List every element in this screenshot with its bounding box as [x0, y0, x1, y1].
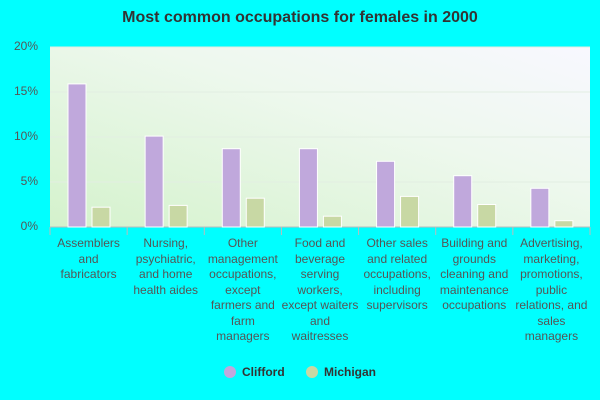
legend-label: Michigan	[324, 365, 376, 379]
bar	[376, 160, 396, 228]
bar	[221, 148, 241, 228]
y-tick-label: 15%	[14, 84, 38, 98]
x-tick-label: Food and beverage serving workers, excep…	[281, 236, 359, 343]
x-tick-label: Building and grounds cleaning and mainte…	[439, 236, 509, 312]
bar	[144, 135, 164, 228]
bar	[298, 148, 318, 228]
legend-marker	[224, 366, 236, 378]
y-tick-label: 20%	[14, 39, 38, 53]
legend-marker	[306, 366, 318, 378]
bar	[168, 204, 188, 228]
x-tick-label: Other management occupations, except far…	[207, 236, 278, 343]
bar	[91, 206, 111, 228]
bar	[453, 175, 473, 228]
legend-label: Clifford	[242, 365, 285, 379]
x-tick-label: Advertising, marketing, promotions, publ…	[515, 236, 588, 343]
y-tick-label: 0%	[21, 219, 39, 233]
bar	[245, 197, 265, 228]
bar	[530, 187, 550, 228]
bar	[67, 83, 87, 228]
bar	[400, 195, 420, 228]
x-tick-label: Nursing, psychiatric, and home health ai…	[133, 236, 199, 297]
bar	[322, 215, 342, 228]
x-tick-label: Other sales and related occupations, inc…	[363, 236, 431, 312]
chart-title: Most common occupations for females in 2…	[122, 9, 478, 26]
y-tick-label: 5%	[21, 174, 39, 188]
bar	[554, 220, 574, 228]
y-tick-label: 10%	[14, 129, 38, 143]
bar	[477, 204, 497, 228]
x-tick-label: Assemblers and fabricators	[57, 236, 120, 281]
